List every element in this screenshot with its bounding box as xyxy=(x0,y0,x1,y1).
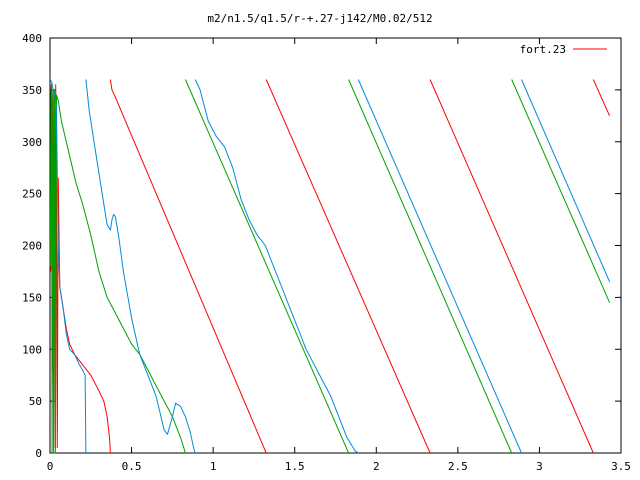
legend: fort.23 xyxy=(520,43,607,56)
y-axis-ticks: 0 50 100 150 200 250 300 350 400 xyxy=(22,32,621,460)
y-tick-label: 400 xyxy=(22,32,42,45)
y-tick-label: 150 xyxy=(22,291,42,304)
x-tick-label: 3 xyxy=(536,460,543,473)
chart-title: m2/n1.5/q1.5/r-+.27-j142/M0.02/512 xyxy=(207,12,432,25)
x-tick-label: 3.5 xyxy=(611,460,631,473)
series-line-2 xyxy=(49,79,611,454)
y-tick-label: 200 xyxy=(22,240,42,253)
x-tick-label: 2 xyxy=(373,460,380,473)
y-tick-label: 250 xyxy=(22,188,42,201)
series-lines xyxy=(49,79,611,454)
x-tick-label: 2.5 xyxy=(448,460,468,473)
x-tick-label: 0.5 xyxy=(122,460,142,473)
y-tick-label: 350 xyxy=(22,84,42,97)
y-tick-label: 0 xyxy=(35,447,42,460)
y-tick-label: 300 xyxy=(22,136,42,149)
x-axis-ticks: 0 0.5 1 1.5 2 2.5 3 3.5 xyxy=(47,38,631,473)
x-tick-label: 0 xyxy=(47,460,54,473)
plot-frame xyxy=(49,37,622,454)
x-tick-label: 1 xyxy=(210,460,217,473)
x-tick-label: 1.5 xyxy=(285,460,305,473)
series-line-1 xyxy=(50,79,611,454)
y-tick-label: 100 xyxy=(22,343,42,356)
y-tick-label: 50 xyxy=(29,395,42,408)
legend-label: fort.23 xyxy=(520,43,566,56)
series-line-3 xyxy=(49,79,611,454)
